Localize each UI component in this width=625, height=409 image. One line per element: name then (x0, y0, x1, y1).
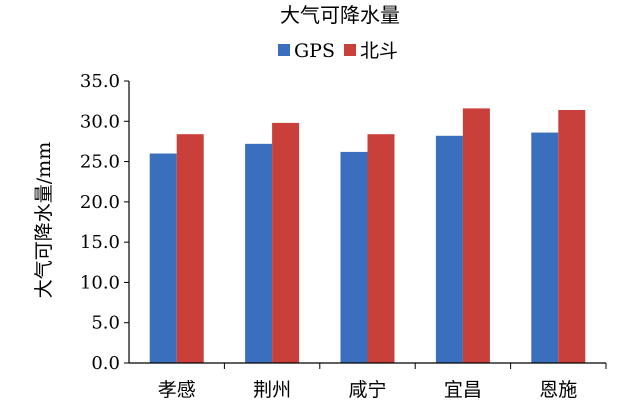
bar-gps (435, 135, 463, 363)
bars (149, 108, 586, 364)
x-category-label: 孝感 (158, 379, 196, 401)
x-axis-ticks: 孝感 荆州 咸宁 宜昌 恩施 (158, 363, 607, 401)
y-tick-label: 25.0 (80, 152, 120, 173)
bar-beidou (558, 110, 586, 364)
chart-title: 大气可降水量 (280, 3, 400, 27)
bar-gps (531, 132, 559, 363)
bar-gps (245, 143, 273, 363)
bar-beidou (367, 134, 395, 363)
x-category-label: 荆州 (253, 379, 291, 401)
y-tick-label: 5.0 (91, 313, 120, 334)
legend-swatch-gps (278, 44, 290, 56)
bar-gps (340, 151, 368, 363)
legend-swatch-beidou (344, 44, 356, 56)
y-tick-label: 0.0 (91, 353, 120, 374)
x-category-label: 宜昌 (444, 379, 482, 401)
legend-label-gps: GPS (294, 40, 335, 62)
y-tick-label: 20.0 (80, 192, 120, 213)
bar-beidou (176, 134, 204, 363)
y-tick-label: 15.0 (80, 232, 120, 253)
legend-label-beidou: 北斗 (360, 40, 398, 62)
y-axis-ticks: 0.0 5.0 10.0 15.0 20.0 25.0 30.0 35.0 (80, 71, 129, 374)
y-tick-label: 10.0 (80, 272, 120, 293)
bar-beidou (272, 122, 300, 363)
y-axis-label: 大气可降水量/mm (33, 142, 55, 298)
x-category-label: 咸宁 (348, 379, 386, 401)
bar-gps (149, 153, 177, 363)
legend: GPS 北斗 (278, 40, 398, 62)
x-category-label: 恩施 (539, 379, 577, 401)
y-tick-label: 35.0 (80, 71, 120, 92)
bar-beidou (462, 108, 490, 363)
y-tick-label: 30.0 (80, 111, 120, 132)
